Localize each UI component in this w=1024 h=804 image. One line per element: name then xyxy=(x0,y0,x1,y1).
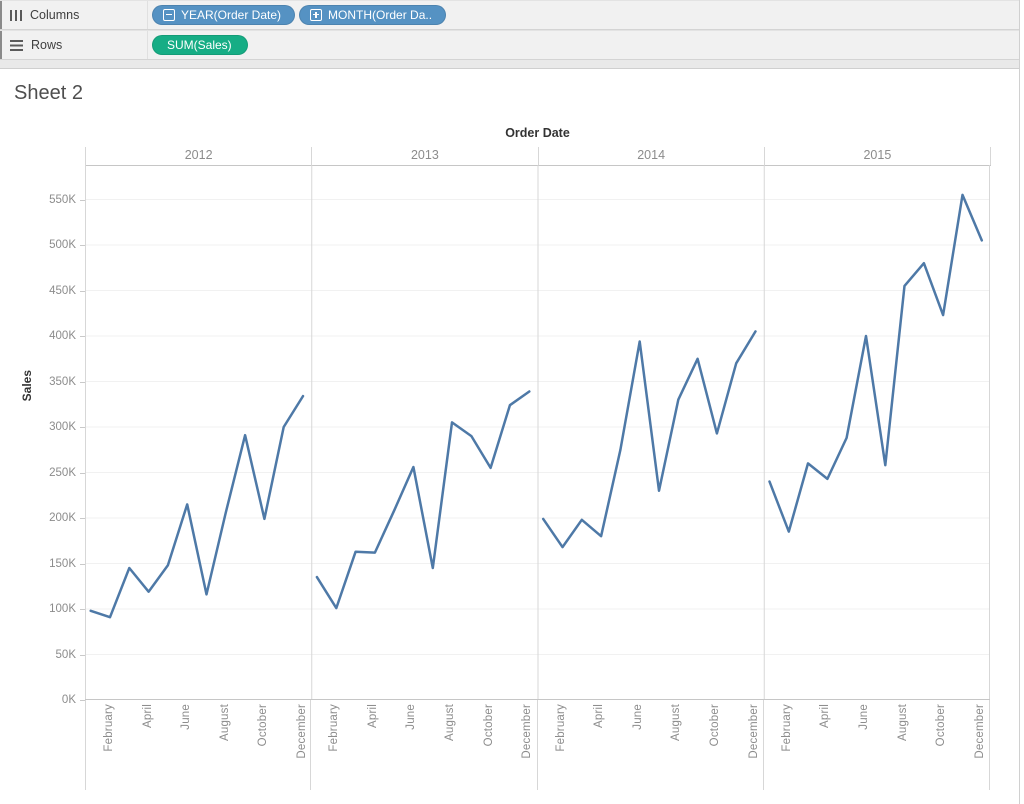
month-label-october: October xyxy=(708,704,721,747)
month-label-december: December xyxy=(747,704,760,759)
year-header-row: 2012 2013 2014 2015 xyxy=(85,147,991,166)
month-label-april: April xyxy=(141,704,154,729)
y-tick-label: 300K xyxy=(49,421,76,433)
rows-pill-area[interactable]: SUM(Sales) xyxy=(148,31,1019,59)
year-header-2014[interactable]: 2014 xyxy=(539,147,765,165)
month-label-april: April xyxy=(593,704,606,729)
month-label-april: April xyxy=(366,704,379,729)
month-label-december: December xyxy=(521,704,534,759)
y-tick-mark xyxy=(80,609,85,610)
rows-shelf: Rows SUM(Sales) xyxy=(0,30,1019,60)
y-tick-mark xyxy=(80,199,85,201)
expand-icon[interactable] xyxy=(310,8,323,21)
y-tick-label: 450K xyxy=(49,284,76,297)
month-label-april: April xyxy=(819,704,832,729)
y-tick-mark xyxy=(80,518,85,519)
y-tick-mark xyxy=(80,381,85,383)
month-label-october: October xyxy=(482,704,495,747)
sales-line-2013[interactable] xyxy=(315,390,531,610)
pill-sum-sales[interactable]: SUM(Sales) xyxy=(152,35,248,55)
columns-shelf-label-cell: Columns xyxy=(0,1,148,29)
columns-shelf: Columns YEAR(Order Date) MONTH(Order Da.. xyxy=(0,0,1019,30)
y-tick-mark xyxy=(80,472,85,474)
month-axis: February April June August October December Fe… xyxy=(85,700,990,792)
month-label-february: February xyxy=(328,704,341,752)
sales-line-2014[interactable] xyxy=(541,330,757,549)
month-label-december: December xyxy=(973,704,986,759)
y-tick-label: 250K xyxy=(49,466,76,479)
sheet-title: Sheet 2 xyxy=(14,82,83,104)
month-axis-panel-2015: February April June August October December xyxy=(764,700,990,790)
month-label-december: December xyxy=(296,704,308,759)
y-tick-label: 400K xyxy=(49,330,76,342)
month-label-august: August xyxy=(444,704,457,742)
y-tick-label: 350K xyxy=(49,375,76,388)
rows-shelf-label: Rows xyxy=(31,38,63,52)
y-tick-label: 200K xyxy=(49,512,76,524)
year-header-2013[interactable]: 2013 xyxy=(312,147,539,165)
y-tick-label: 150K xyxy=(49,557,76,570)
month-label-june: June xyxy=(180,704,193,730)
chart-svg[interactable] xyxy=(85,165,990,700)
pill-year-order-date[interactable]: YEAR(Order Date) xyxy=(152,5,296,25)
rows-icon xyxy=(10,39,23,51)
month-axis-panel-2013: February April June August October December xyxy=(311,700,538,790)
month-axis-panel-2014: February April June August October December xyxy=(538,700,764,790)
y-tick-mark xyxy=(80,290,85,292)
y-tick-label: 500K xyxy=(49,239,76,251)
month-label-august: August xyxy=(670,704,683,742)
pill-label: SUM(Sales) xyxy=(167,37,232,52)
columns-shelf-label: Columns xyxy=(30,8,80,22)
pill-month-order-da[interactable]: MONTH(Order Da.. xyxy=(299,5,447,25)
window-edge xyxy=(0,31,2,59)
month-label-august: August xyxy=(218,704,231,742)
pill-label: MONTH(Order Da.. xyxy=(328,7,433,22)
y-tick-label: 0K xyxy=(61,694,76,706)
month-label-february: February xyxy=(554,704,567,752)
month-axis-panel-2012: February April June August October December xyxy=(85,700,312,790)
y-tick-mark xyxy=(80,427,85,428)
shelf-divider xyxy=(0,60,1019,69)
month-label-june: June xyxy=(631,704,644,730)
y-axis-title: Sales xyxy=(20,370,34,402)
chart-field-title: Order Date xyxy=(505,126,570,140)
window-edge xyxy=(0,1,2,29)
month-label-february: February xyxy=(780,704,793,752)
columns-icon xyxy=(10,9,22,21)
y-tick-label: 100K xyxy=(49,603,76,615)
month-label-october: October xyxy=(935,704,948,747)
columns-pill-area[interactable]: YEAR(Order Date) MONTH(Order Da.. xyxy=(148,1,1019,29)
month-label-february: February xyxy=(103,704,115,752)
y-tick-mark xyxy=(80,245,85,246)
month-label-august: August xyxy=(896,704,909,742)
year-header-2015[interactable]: 2015 xyxy=(765,147,991,165)
month-label-june: June xyxy=(857,704,870,730)
y-tick-mark xyxy=(80,654,85,656)
worksheet: Sheet 2 Order Date 2012 2013 2014 2015 0K 50… xyxy=(0,70,1019,804)
collapse-icon[interactable] xyxy=(163,8,175,21)
month-label-june: June xyxy=(405,704,418,730)
year-header-2012[interactable]: 2012 xyxy=(86,147,313,165)
y-tick-mark xyxy=(80,563,85,565)
month-label-october: October xyxy=(257,704,270,747)
y-tick-mark xyxy=(80,336,85,337)
rows-shelf-label-cell: Rows xyxy=(0,31,148,59)
y-tick-label: 50K xyxy=(55,648,76,661)
sales-line-2015[interactable] xyxy=(768,193,984,533)
sales-line-2012[interactable] xyxy=(89,394,305,619)
pill-label: YEAR(Order Date) xyxy=(181,7,282,22)
y-tick-label: 550K xyxy=(49,193,76,206)
plot-area[interactable] xyxy=(85,165,990,700)
y-tick-mark xyxy=(80,700,85,701)
